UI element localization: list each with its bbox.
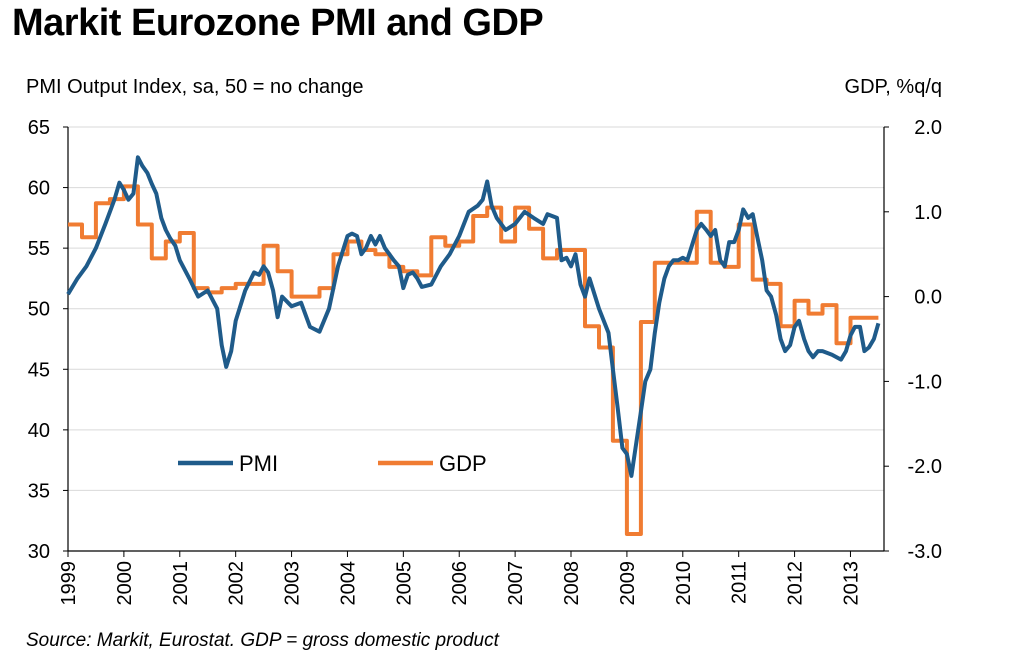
series-lines [66,155,881,536]
left-tick-label: 50 [28,299,50,321]
x-tick-label: 2010 [673,561,695,606]
pmi-legend-label: PMI [239,451,278,476]
x-tick-label: 2011 [729,561,751,604]
left-axis-label: PMI Output Index, sa, 50 = no change [26,76,364,98]
left-tick-label: 65 [28,117,50,139]
right-tick-label: -3.0 [908,541,942,563]
x-tick-label: 2001 [170,561,192,606]
gridlines [68,126,884,491]
x-tick-label: 2005 [393,561,415,606]
left-tick-label: 60 [28,178,50,200]
x-tick-label: 2003 [282,561,304,606]
x-tick-label: 2006 [449,561,471,606]
axes: 65 60 55 50 45 40 35 30 2.0 1.0 0.0 -1.0 -2.0 -3.0 199… [28,117,942,606]
left-tick-label: 35 [28,480,50,502]
x-tick-label: 2002 [226,561,248,606]
right-tick-label: -1.0 [908,371,942,393]
x-tick-label: 2009 [617,561,639,606]
x-tick-label: 2000 [114,561,136,606]
left-tick-label: 40 [28,420,50,442]
x-tick-label: 1999 [58,561,80,606]
x-tick-label: 2007 [505,561,527,606]
right-tick-label: 2.0 [914,117,942,139]
right-tick-label: -2.0 [908,456,942,478]
left-tick-label: 45 [28,359,50,381]
x-tick-label: 2008 [561,561,583,606]
x-tick-label: 2012 [785,561,807,606]
left-tick-label: 30 [28,541,50,563]
source-note: Source: Markit, Eurostat. GDP = gross do… [26,630,499,651]
legend: PMI GDP [178,451,487,476]
right-axis-label: GDP, %q/q [844,76,942,98]
gdp-legend-label: GDP [439,451,487,476]
x-tick-label: 2013 [840,561,862,606]
right-tick-label: 1.0 [914,202,942,224]
right-tick-label: 0.0 [914,287,942,309]
chart-title: Markit Eurozone PMI and GDP [12,2,544,44]
pmi-series-line [66,155,881,478]
left-tick-label: 55 [28,238,50,260]
x-tick-label: 2004 [337,561,359,606]
